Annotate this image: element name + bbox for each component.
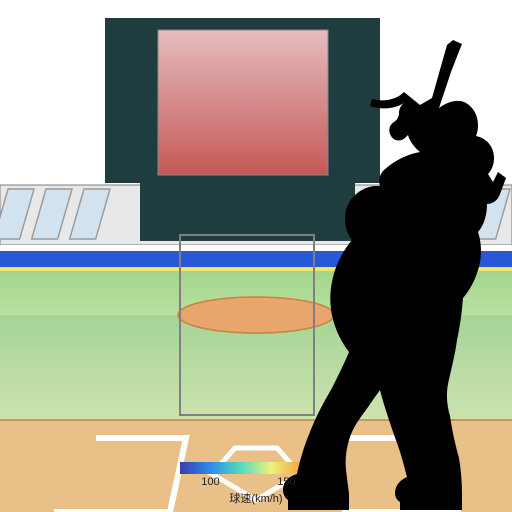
legend-label: 球速(km/h) [229,490,282,506]
legend-tick: 150 [277,476,295,488]
scoreboard-base [140,183,355,241]
pitchers-mound [178,297,334,333]
legend-tick: 100 [201,476,219,488]
scoreboard-screen [158,30,328,175]
